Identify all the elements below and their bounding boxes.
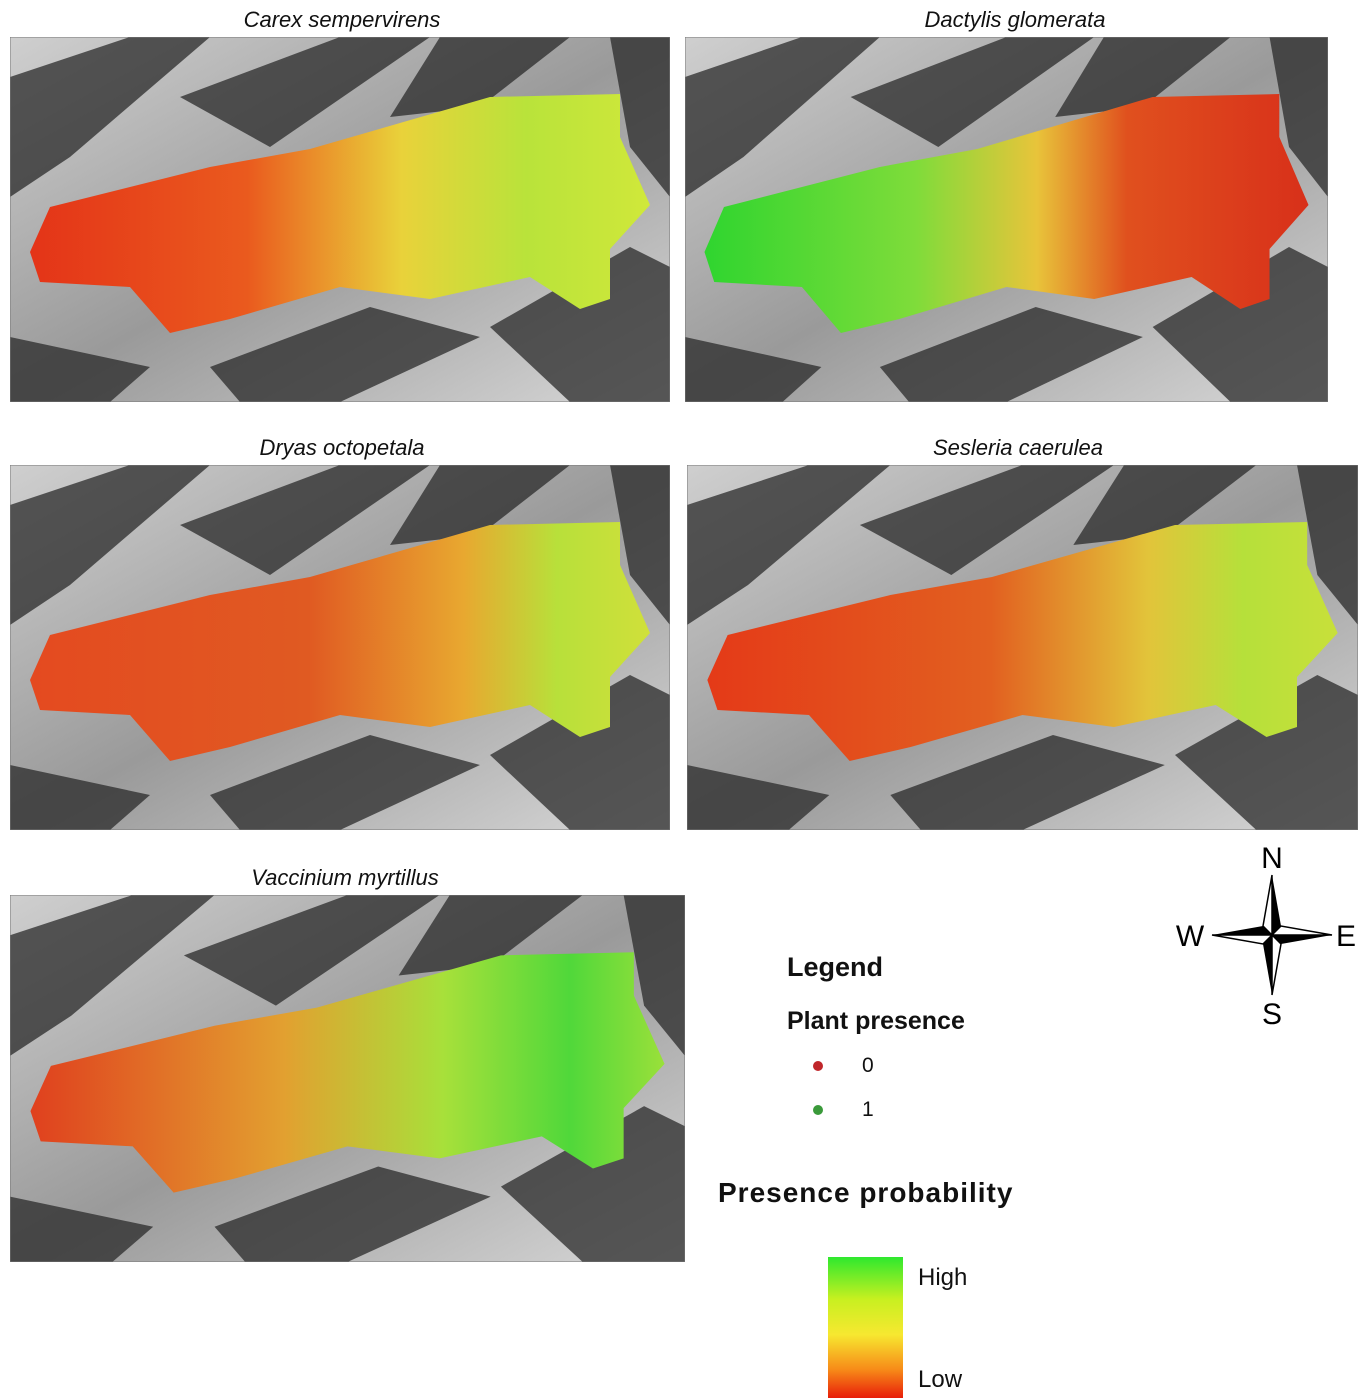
ridge-shadow <box>390 465 570 545</box>
legend-subtitle: Presence probability <box>718 1177 1014 1208</box>
map-panel <box>685 37 1328 402</box>
ramp-label: High <box>918 1264 968 1291</box>
ridge-shadow <box>180 465 430 575</box>
compass-e: E <box>1336 920 1356 953</box>
legend-item: 1 <box>862 1098 874 1121</box>
ridge-shadow <box>390 37 570 117</box>
ridge-shadow <box>1269 37 1328 197</box>
ridge-shadow <box>10 1196 154 1262</box>
ridge-shadow <box>685 337 822 402</box>
ridge-shadow <box>10 895 215 1056</box>
ridge-shadow <box>10 37 210 197</box>
legend-dots <box>813 1061 823 1115</box>
legend-title: Legend <box>787 952 884 982</box>
probability-surface <box>30 94 650 333</box>
ridge-shadow <box>490 675 670 830</box>
compass-w: W <box>1176 920 1205 953</box>
ridge-shadow <box>1073 465 1257 545</box>
ridge-shadow <box>500 1106 685 1262</box>
ridge-shadow <box>687 465 891 625</box>
ridge-shadow <box>10 765 150 830</box>
panel-title: Carex sempervirens <box>243 7 441 32</box>
ridge-shadow <box>398 895 583 976</box>
dot-present <box>813 1105 823 1115</box>
panel-title: Dactylis glomerata <box>924 7 1106 32</box>
ridge-shadow <box>850 37 1095 147</box>
ridge-shadow <box>890 735 1165 830</box>
probability-surface <box>707 522 1338 761</box>
ridge-shadow <box>610 37 670 197</box>
ridge-shadow <box>10 337 150 402</box>
ridge-shadow <box>183 895 440 1006</box>
probability-surface <box>704 94 1309 333</box>
ridge-shadow <box>180 37 430 147</box>
legend-item: 0 <box>862 1054 874 1077</box>
probability-surface <box>30 522 650 761</box>
ridge-shadow <box>623 895 685 1056</box>
map-panel <box>10 895 685 1262</box>
ridge-shadow <box>210 307 480 402</box>
ridge-shadow <box>210 735 480 830</box>
compass-n: N <box>1261 842 1283 875</box>
map-panel <box>10 465 670 830</box>
ramp-label: Low <box>918 1366 963 1393</box>
color-ramp <box>828 1257 903 1398</box>
ridge-shadow <box>610 465 670 625</box>
legend-subtitle: Plant presence <box>787 1007 965 1035</box>
ridge-shadow <box>1055 37 1231 117</box>
panel-title: Dryas octopetala <box>259 435 425 460</box>
ridge-shadow <box>214 1166 491 1262</box>
ridge-shadow <box>10 465 210 625</box>
ridge-shadow <box>687 765 830 830</box>
panel-title: Sesleria caerulea <box>933 435 1103 460</box>
compass-rose <box>1211 874 1333 996</box>
dot-absent <box>813 1061 823 1071</box>
ridge-shadow <box>490 247 670 402</box>
map-panel <box>687 465 1358 830</box>
compass: N S W E <box>1176 842 1356 1031</box>
ridge-shadow <box>879 307 1143 402</box>
panel-title: Vaccinium myrtillus <box>251 865 439 890</box>
compass-s: S <box>1262 998 1282 1031</box>
probability-surface <box>30 952 665 1193</box>
ridge-shadow <box>1152 247 1328 402</box>
ridge-shadow <box>1175 675 1358 830</box>
ridge-shadow <box>859 465 1114 575</box>
map-panel <box>10 37 670 402</box>
ridge-shadow <box>685 37 880 197</box>
ridge-shadow <box>1297 465 1358 625</box>
